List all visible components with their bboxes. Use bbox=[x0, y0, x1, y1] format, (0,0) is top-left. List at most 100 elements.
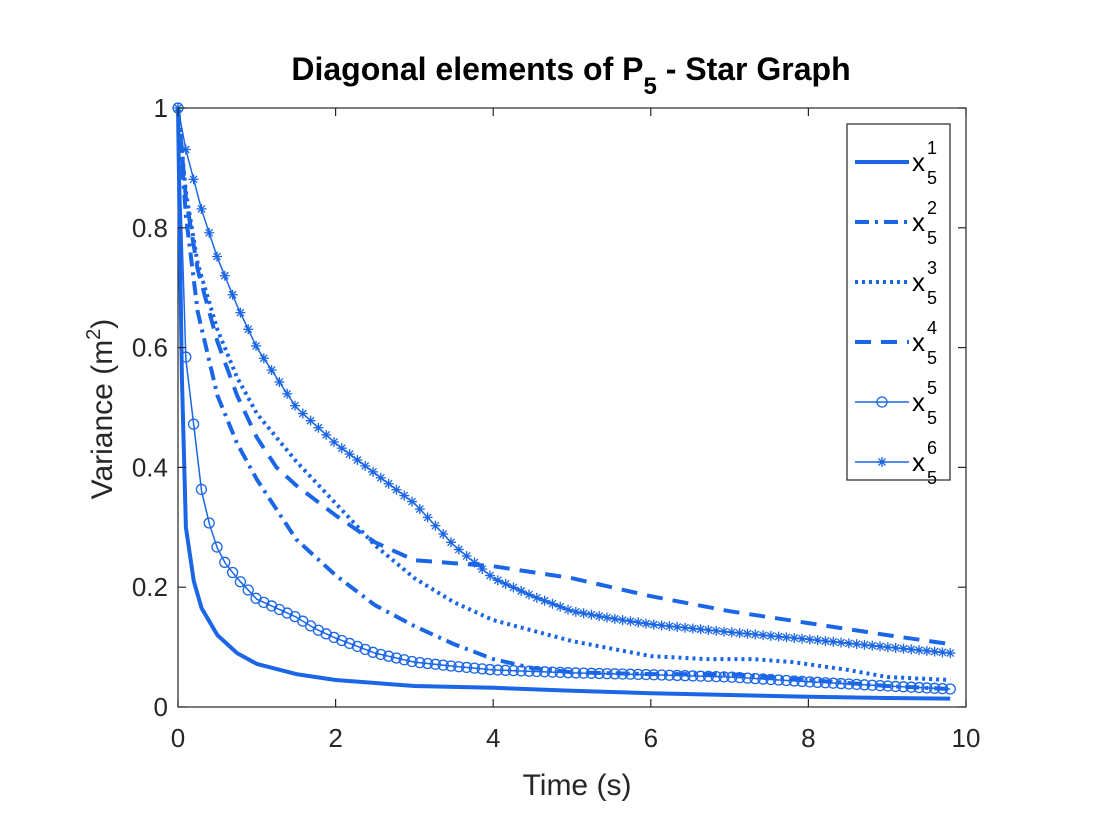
x-tick-label: 8 bbox=[801, 723, 815, 753]
series-point-6 bbox=[258, 353, 269, 364]
series-point-6 bbox=[414, 504, 425, 515]
legend-marker bbox=[877, 457, 887, 467]
series-point-5 bbox=[710, 670, 722, 683]
svg-text:Variance (m2): Variance (m2) bbox=[83, 319, 119, 500]
series-point-5 bbox=[421, 657, 434, 670]
series-point-6 bbox=[407, 496, 418, 507]
series-point-6 bbox=[204, 227, 215, 238]
series-point-5 bbox=[819, 677, 832, 689]
legend-label-sup: 1 bbox=[927, 138, 937, 158]
y-tick-label: 0.6 bbox=[132, 333, 168, 363]
series-point-5 bbox=[663, 669, 676, 681]
series-point-6 bbox=[360, 460, 371, 471]
series-point-5 bbox=[726, 671, 738, 683]
series-point-6 bbox=[469, 557, 480, 568]
series-point-5 bbox=[523, 665, 535, 677]
series-point-5 bbox=[180, 351, 192, 363]
x-tick-label: 2 bbox=[328, 723, 342, 753]
series-line-4 bbox=[176, 107, 951, 647]
series-point-6 bbox=[703, 625, 714, 636]
series-point-6 bbox=[461, 550, 472, 561]
legend-box bbox=[846, 123, 951, 481]
series-6 bbox=[173, 103, 956, 659]
series-point-6 bbox=[898, 643, 909, 654]
series-line-3 bbox=[176, 107, 951, 682]
series-point-5 bbox=[437, 659, 449, 671]
series-point-5 bbox=[866, 679, 878, 691]
series-point-6 bbox=[781, 632, 792, 643]
series-point-6 bbox=[609, 613, 620, 624]
series-point-6 bbox=[290, 400, 301, 411]
series-point-5 bbox=[406, 655, 418, 668]
series-point-6 bbox=[212, 251, 223, 262]
title-subscript: 5 bbox=[643, 73, 656, 100]
series-point-5 bbox=[811, 676, 824, 688]
series-point-6 bbox=[773, 631, 784, 642]
series-point-5 bbox=[671, 669, 683, 682]
series-point-6 bbox=[867, 640, 878, 651]
series-point-6 bbox=[742, 628, 753, 639]
title-suffix: - Star Graph bbox=[657, 51, 851, 87]
x-tick-label: 4 bbox=[486, 723, 500, 753]
series-point-5 bbox=[850, 678, 863, 691]
ylabel-prefix: Variance (m bbox=[86, 340, 119, 500]
series-point-6 bbox=[641, 618, 652, 629]
series-point-5 bbox=[554, 666, 566, 679]
series-point-5 bbox=[546, 666, 559, 678]
series-point-5 bbox=[827, 677, 839, 689]
legend-label-sub: 5 bbox=[927, 408, 937, 428]
series-point-6 bbox=[453, 544, 464, 555]
chart-title: Diagonal elements of P5 - Star Graph bbox=[291, 51, 850, 100]
series-point-6 bbox=[625, 616, 636, 627]
series-point-6 bbox=[368, 466, 379, 477]
series-point-6 bbox=[875, 641, 886, 652]
series-point-5 bbox=[913, 681, 925, 694]
series-point-6 bbox=[547, 598, 558, 609]
series-point-5 bbox=[515, 665, 527, 677]
series-point-6 bbox=[196, 203, 207, 214]
series-point-6 bbox=[882, 642, 893, 653]
series-point-5 bbox=[694, 670, 707, 682]
series-point-6 bbox=[734, 628, 745, 639]
series-point-5 bbox=[351, 640, 364, 653]
series-point-5 bbox=[632, 668, 644, 681]
series-point-6 bbox=[906, 644, 917, 655]
series-point-5 bbox=[336, 634, 348, 647]
series-point-5 bbox=[242, 584, 254, 596]
series-point-6 bbox=[672, 621, 683, 632]
series-point-6 bbox=[251, 340, 262, 351]
series-point-6 bbox=[430, 520, 441, 531]
series-point-6 bbox=[399, 490, 410, 501]
legend-label-sub: 5 bbox=[927, 168, 937, 188]
series-line-1 bbox=[176, 107, 951, 701]
series-point-6 bbox=[586, 609, 597, 620]
series-point-5 bbox=[460, 661, 473, 674]
series-point-6 bbox=[539, 595, 550, 606]
legend-item-1: x 1 5 bbox=[855, 138, 937, 188]
series-point-6 bbox=[594, 611, 605, 622]
legend-item-2: x 2 5 bbox=[855, 198, 937, 248]
series-point-6 bbox=[570, 606, 581, 617]
series-point-5 bbox=[804, 676, 816, 688]
legend-item-4: x 4 5 bbox=[855, 318, 937, 368]
series-point-5 bbox=[211, 541, 223, 553]
series-point-6 bbox=[797, 633, 808, 644]
series-point-6 bbox=[243, 324, 254, 335]
series-point-5 bbox=[593, 667, 605, 680]
series-point-5 bbox=[679, 670, 691, 682]
y-axis-label: Variance (m2) bbox=[83, 319, 119, 500]
series-point-6 bbox=[851, 639, 862, 650]
ylabel-sup: 2 bbox=[83, 329, 105, 340]
series-point-5 bbox=[889, 680, 902, 693]
series-point-5 bbox=[375, 648, 387, 661]
series-point-5 bbox=[858, 679, 871, 691]
series-point-6 bbox=[859, 639, 870, 650]
series-point-6 bbox=[945, 648, 956, 659]
series-point-5 bbox=[219, 556, 231, 568]
y-tick-label: 0.8 bbox=[132, 213, 168, 243]
series-point-6 bbox=[695, 624, 706, 635]
series-point-5 bbox=[936, 683, 949, 695]
legend-label: x bbox=[912, 147, 925, 177]
legend-marker bbox=[876, 396, 888, 408]
series-4 bbox=[176, 107, 951, 647]
